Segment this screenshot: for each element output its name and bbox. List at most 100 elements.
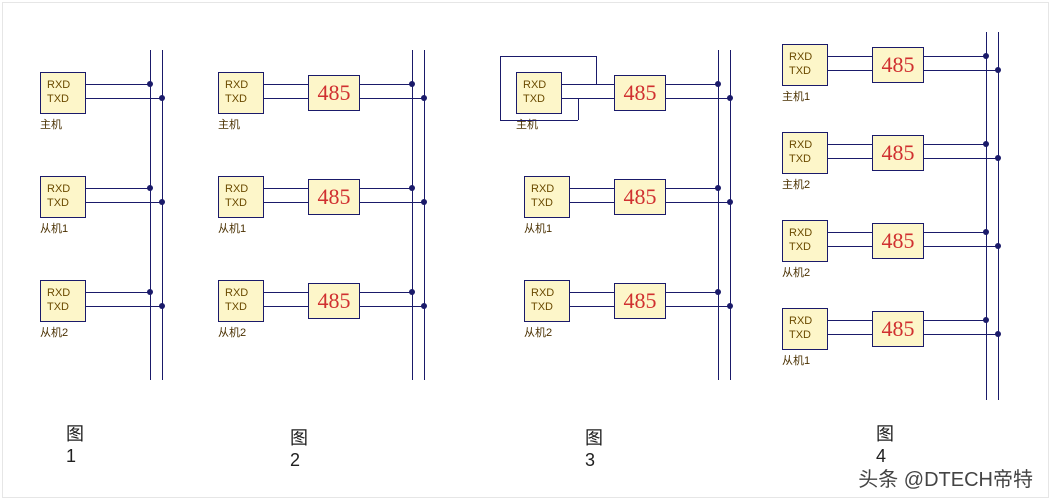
junction-dot [727, 303, 733, 309]
wire [360, 292, 412, 293]
junction-dot [421, 95, 427, 101]
rxd-label: RXD [789, 315, 812, 327]
txd-label: TXD [225, 93, 247, 105]
junction-dot [715, 185, 721, 191]
wire [360, 202, 424, 203]
bus-line [150, 50, 151, 380]
wire [596, 56, 597, 84]
junction-dot [147, 81, 153, 87]
converter-485: 485 [308, 283, 360, 319]
rxd-label: RXD [47, 183, 70, 195]
node-master2: RXD TXD [782, 132, 828, 174]
txd-label: TXD [789, 329, 811, 341]
node-master: RXD TXD [516, 72, 562, 114]
txd-label: TXD [47, 301, 69, 313]
wire [500, 56, 501, 120]
wire [924, 158, 998, 159]
wire [924, 56, 986, 57]
wire [924, 246, 998, 247]
node-slave1: RXD TXD [524, 176, 570, 218]
converter-485: 485 [308, 75, 360, 111]
junction-dot [995, 243, 1001, 249]
rxd-label: RXD [531, 287, 554, 299]
junction-dot [983, 53, 989, 59]
converter-485: 485 [308, 179, 360, 215]
wire [666, 306, 730, 307]
txd-label: TXD [47, 93, 69, 105]
wire [828, 246, 872, 247]
junction-dot [715, 81, 721, 87]
wire [666, 202, 730, 203]
wire [570, 306, 614, 307]
wire [828, 70, 872, 71]
txd-label: TXD [531, 197, 553, 209]
watermark: 头条 @DTECH帝特 [858, 463, 1033, 492]
txd-label: TXD [225, 197, 247, 209]
wire [828, 232, 872, 233]
rxd-label: RXD [531, 183, 554, 195]
node-slave2: RXD TXD [524, 280, 570, 322]
rxd-label: RXD [789, 139, 812, 151]
wire [924, 70, 998, 71]
node-slave1: RXD TXD [218, 176, 264, 218]
caption-slave1: 从机1 [524, 220, 552, 236]
junction-dot [409, 289, 415, 295]
junction-dot [159, 303, 165, 309]
caption-master1: 主机1 [782, 88, 810, 104]
wire [264, 292, 308, 293]
wire [924, 320, 986, 321]
rxd-label: RXD [47, 287, 70, 299]
wire [360, 188, 412, 189]
wire [828, 158, 872, 159]
junction-dot [995, 67, 1001, 73]
node-slave1: RXD TXD [40, 176, 86, 218]
txd-label: TXD [789, 153, 811, 165]
caption-slave2: 从机2 [40, 324, 68, 340]
wire [360, 84, 412, 85]
junction-dot [421, 199, 427, 205]
converter-485: 485 [872, 47, 924, 83]
wire [828, 56, 872, 57]
junction-dot [409, 185, 415, 191]
caption-master: 主机 [218, 116, 240, 132]
converter-485: 485 [614, 179, 666, 215]
wire [264, 188, 308, 189]
node-slave2: RXD TXD [782, 220, 828, 262]
caption-slave2: 从机2 [782, 264, 810, 280]
wire [500, 120, 578, 121]
node-master1: RXD TXD [782, 44, 828, 86]
node-slave1: RXD TXD [782, 308, 828, 350]
wire [264, 306, 308, 307]
wire [666, 188, 718, 189]
junction-dot [995, 331, 1001, 337]
wire [828, 144, 872, 145]
wire [578, 98, 579, 120]
caption-slave1: 从机1 [218, 220, 246, 236]
caption-master2: 主机2 [782, 176, 810, 192]
junction-dot [147, 289, 153, 295]
caption-slave1: 从机1 [782, 352, 810, 368]
txd-label: TXD [47, 197, 69, 209]
converter-485: 485 [872, 311, 924, 347]
junction-dot [147, 185, 153, 191]
converter-485: 485 [872, 135, 924, 171]
wire [570, 188, 614, 189]
converter-485: 485 [614, 283, 666, 319]
txd-label: TXD [789, 65, 811, 77]
node-master: RXD TXD [40, 72, 86, 114]
junction-dot [995, 155, 1001, 161]
canvas: RXD TXD 主机 RXD TXD 从机1 RXD TXD 从机2 图1 RX… [0, 0, 1051, 500]
wire [360, 98, 424, 99]
wire [828, 334, 872, 335]
wire [562, 84, 614, 85]
wire [666, 98, 730, 99]
rxd-label: RXD [47, 79, 70, 91]
wire [924, 232, 986, 233]
wire [86, 202, 162, 203]
node-slave2: RXD TXD [218, 280, 264, 322]
wire [924, 144, 986, 145]
rxd-label: RXD [225, 287, 248, 299]
junction-dot [159, 95, 165, 101]
fig-label-3: 图3 [585, 424, 603, 471]
wire [666, 84, 718, 85]
